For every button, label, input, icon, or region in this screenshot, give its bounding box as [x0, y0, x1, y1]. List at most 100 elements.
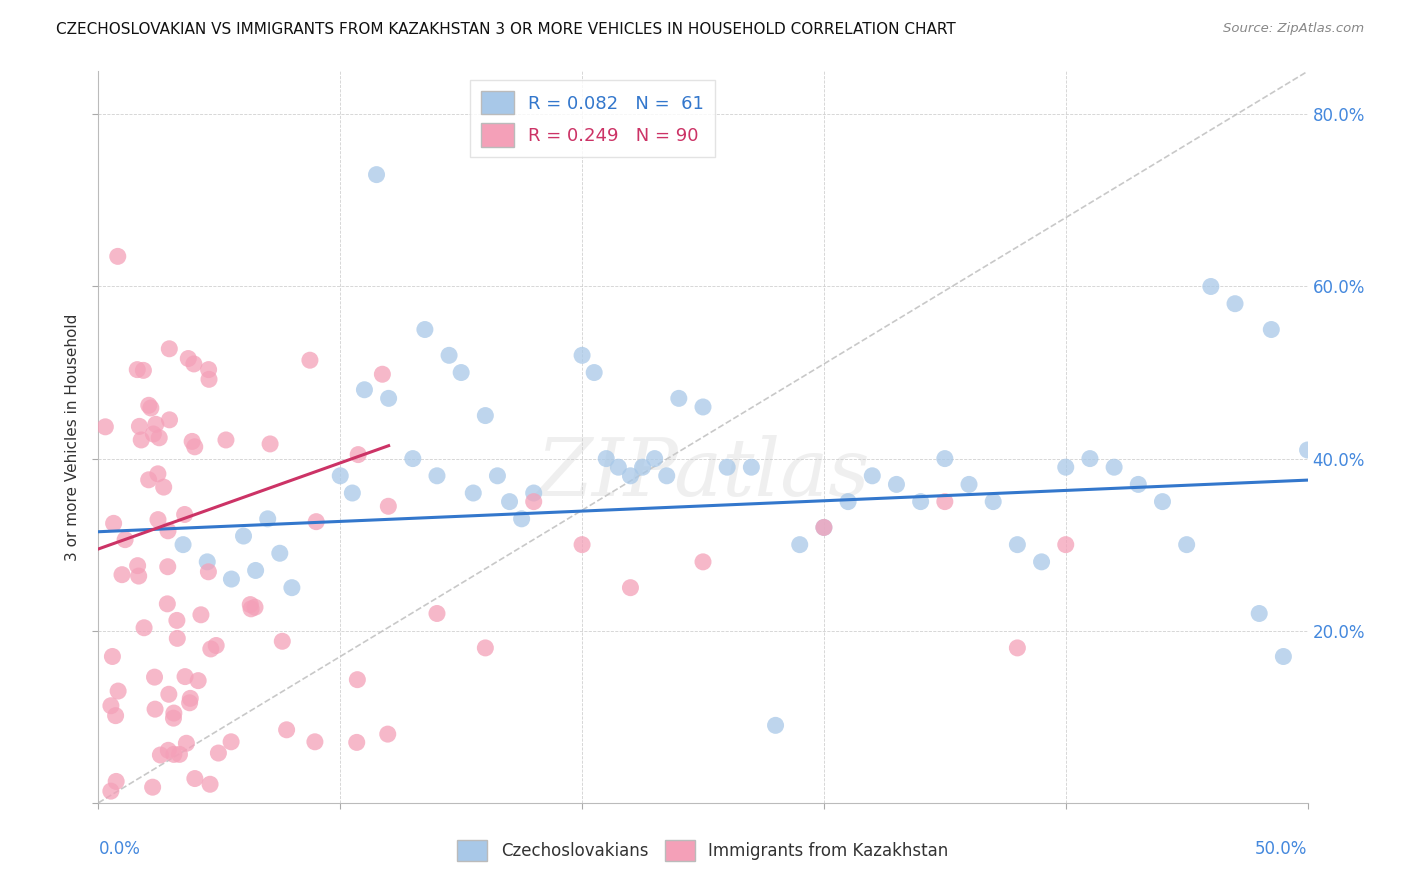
Point — [132, 621, 155, 635]
Point — [1260, 322, 1282, 336]
Point — [1128, 477, 1150, 491]
Point — [619, 468, 641, 483]
Point — [159, 413, 181, 427]
Point — [716, 460, 738, 475]
Point — [197, 362, 219, 376]
Point — [426, 468, 449, 483]
Point — [243, 600, 266, 615]
Point — [342, 486, 364, 500]
Point — [377, 392, 399, 406]
Y-axis label: 3 or more Vehicles in Household: 3 or more Vehicles in Household — [65, 313, 80, 561]
Point — [195, 555, 218, 569]
Point — [655, 468, 678, 483]
Point — [127, 558, 149, 573]
Point — [1007, 640, 1029, 655]
Point — [157, 687, 180, 701]
Point — [105, 774, 128, 789]
Point — [346, 735, 368, 749]
Point — [583, 366, 606, 380]
Point — [176, 736, 198, 750]
Point — [163, 706, 186, 720]
Point — [156, 559, 179, 574]
Point — [200, 641, 222, 656]
Point — [179, 696, 201, 710]
Point — [128, 419, 150, 434]
Point — [143, 702, 166, 716]
Point — [138, 398, 160, 412]
Point — [304, 735, 326, 749]
Point — [173, 508, 195, 522]
Point — [207, 746, 229, 760]
Point — [450, 366, 472, 380]
Point — [377, 500, 399, 514]
Point — [692, 400, 714, 414]
Point — [146, 513, 169, 527]
Point — [910, 494, 932, 508]
Text: CZECHOSLOVAKIAN VS IMMIGRANTS FROM KAZAKHSTAN 3 OR MORE VEHICLES IN HOUSEHOLD CO: CZECHOSLOVAKIAN VS IMMIGRANTS FROM KAZAK… — [56, 22, 956, 37]
Point — [346, 673, 368, 687]
Point — [1296, 442, 1319, 457]
Point — [166, 632, 188, 646]
Point — [765, 718, 787, 732]
Point — [510, 512, 533, 526]
Point — [740, 460, 762, 475]
Point — [183, 357, 205, 371]
Point — [837, 494, 859, 508]
Point — [886, 477, 908, 491]
Point — [644, 451, 666, 466]
Point — [142, 427, 165, 442]
Point — [523, 494, 546, 508]
Point — [111, 567, 134, 582]
Point — [152, 480, 174, 494]
Point — [190, 607, 212, 622]
Point — [177, 351, 200, 366]
Point — [172, 538, 194, 552]
Point — [692, 555, 714, 569]
Point — [498, 494, 520, 508]
Point — [103, 516, 125, 531]
Point — [1152, 494, 1174, 508]
Point — [1054, 460, 1077, 475]
Text: 50.0%: 50.0% — [1256, 840, 1308, 858]
Point — [163, 747, 186, 762]
Point — [219, 735, 242, 749]
Point — [181, 434, 204, 449]
Point — [215, 433, 238, 447]
Point — [486, 468, 509, 483]
Point — [371, 368, 394, 382]
Point — [148, 431, 170, 445]
Point — [474, 640, 496, 655]
Point — [256, 512, 278, 526]
Legend: Czechoslovakians, Immigrants from Kazakhstan: Czechoslovakians, Immigrants from Kazakh… — [451, 833, 955, 868]
Point — [184, 440, 207, 454]
Point — [463, 486, 485, 500]
Point — [474, 409, 496, 423]
Point — [813, 520, 835, 534]
Point — [353, 383, 375, 397]
Point — [239, 598, 262, 612]
Point — [298, 353, 321, 368]
Point — [101, 649, 124, 664]
Point — [329, 468, 352, 483]
Point — [162, 711, 184, 725]
Text: 0.0%: 0.0% — [98, 840, 141, 858]
Text: Source: ZipAtlas.com: Source: ZipAtlas.com — [1223, 22, 1364, 36]
Point — [184, 772, 207, 786]
Point — [114, 533, 136, 547]
Point — [271, 634, 294, 648]
Point — [104, 708, 127, 723]
Point — [571, 538, 593, 552]
Point — [1078, 451, 1101, 466]
Point — [138, 473, 160, 487]
Point — [934, 494, 956, 508]
Point — [146, 467, 169, 481]
Point — [437, 348, 460, 362]
Point — [132, 363, 155, 377]
Point — [276, 723, 298, 737]
Point — [198, 372, 221, 386]
Point — [94, 419, 117, 434]
Point — [1199, 279, 1222, 293]
Point — [668, 392, 690, 406]
Point — [377, 727, 399, 741]
Point — [813, 520, 835, 534]
